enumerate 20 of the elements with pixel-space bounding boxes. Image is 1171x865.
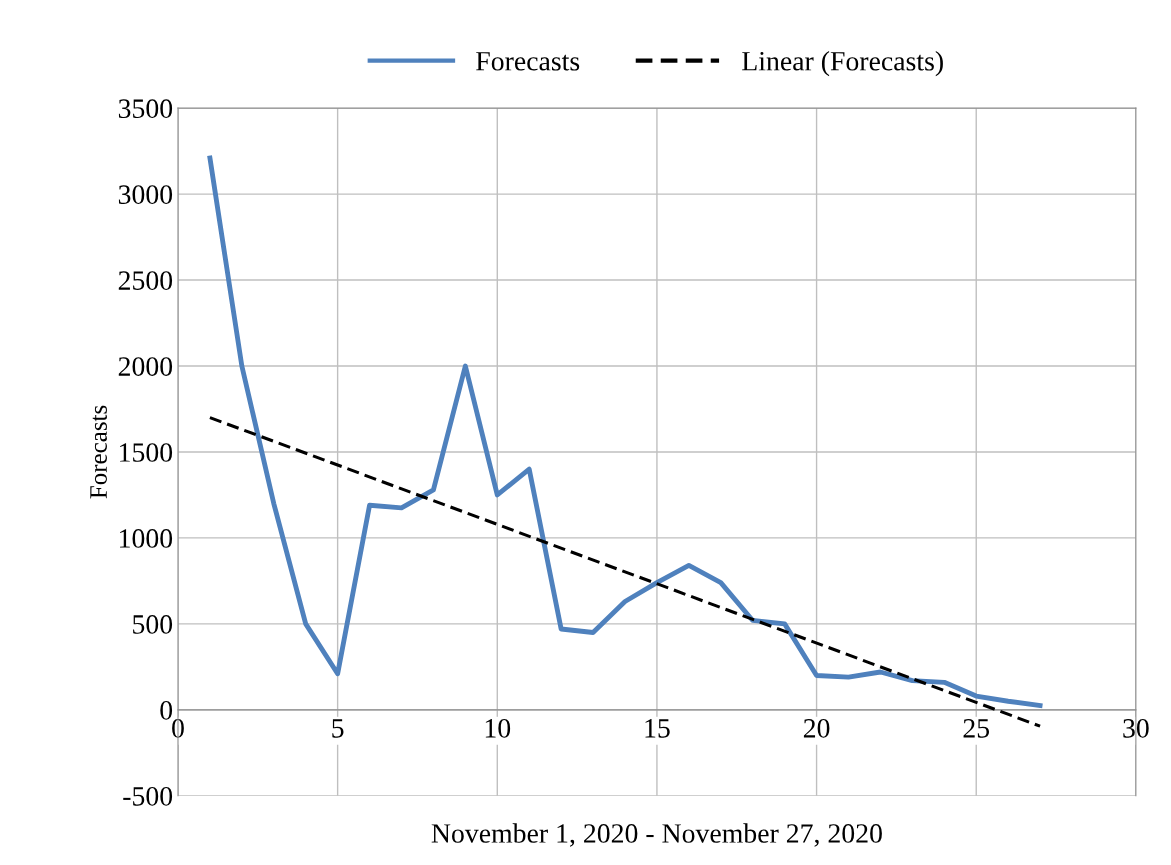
x-tick-label: 30 — [1123, 718, 1149, 738]
x-tick-label: 5 — [332, 719, 344, 738]
y-tick-label: 2500 — [118, 271, 173, 290]
y-tick-label: -500 — [123, 786, 173, 806]
x-tick-label: 15 — [645, 719, 670, 738]
line-series — [207, 155, 1043, 708]
y-tick-label: 500 — [133, 615, 173, 634]
x-tick-label: 10 — [485, 718, 511, 738]
y-axis-title: Forecasts — [90, 405, 107, 499]
x-tick-label: 25 — [963, 719, 990, 738]
legend-label: Forecasts — [476, 52, 580, 71]
y-tick-label: 1000 — [120, 529, 173, 548]
y-tick-label: 3000 — [118, 185, 173, 204]
x-axis-title: November 1, 2020 - November 27, 2020 — [431, 823, 882, 847]
y-tick-label: 2000 — [118, 357, 173, 376]
y-tick-label: 1500 — [120, 443, 173, 462]
y-tick-label: 0 — [160, 701, 173, 720]
y-tick-label: 3500 — [118, 99, 173, 119]
legend-label: Linear (Forecasts) — [742, 51, 943, 77]
x-tick-label: 20 — [803, 718, 830, 738]
